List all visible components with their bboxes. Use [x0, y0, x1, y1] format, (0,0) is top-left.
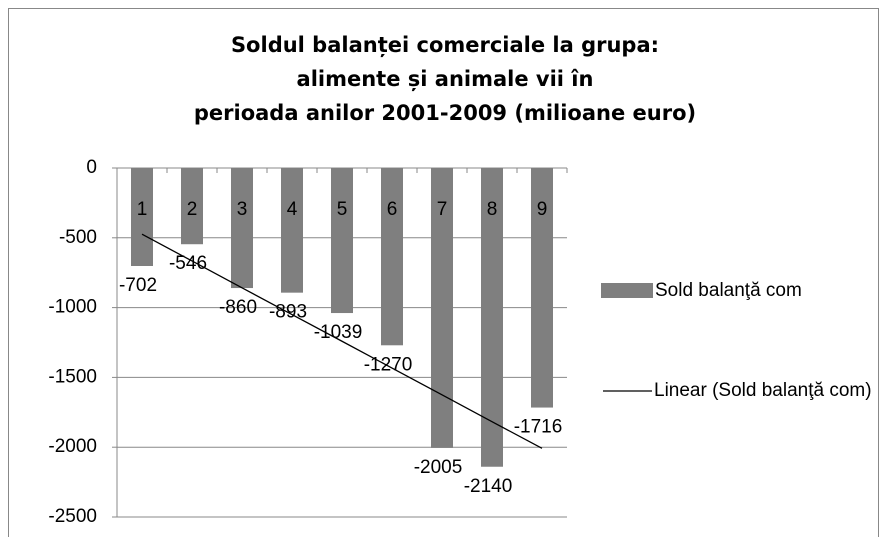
y-tick-label: 0 [86, 157, 97, 178]
x-tick-label: 1 [137, 199, 148, 220]
y-tick-label: -2500 [48, 506, 97, 527]
bar [481, 168, 503, 467]
y-tick-label: -500 [59, 227, 97, 248]
bar [381, 168, 403, 346]
x-tick-label: 3 [237, 199, 248, 220]
bar [431, 168, 453, 448]
data-label: -1716 [514, 417, 563, 438]
data-label: -2005 [414, 457, 463, 478]
legend-label: Sold balanţă com [655, 280, 802, 301]
legend-label: Linear (Sold balanţă com) [654, 380, 872, 401]
x-tick-label: 7 [437, 199, 448, 220]
chart-title: perioada anilor 2001-2009 (milioane euro… [194, 101, 696, 125]
data-label: -702 [119, 275, 157, 296]
bar [131, 168, 153, 266]
legend-swatch [601, 283, 653, 298]
bar [531, 168, 553, 408]
y-tick-label: -2000 [48, 436, 97, 457]
bar [231, 168, 253, 289]
data-label: -860 [219, 297, 257, 318]
y-tick-label: -1500 [48, 366, 97, 387]
data-label: -546 [169, 253, 207, 274]
x-tick-label: 8 [487, 199, 498, 220]
data-label: -2140 [464, 476, 513, 497]
x-tick-label: 6 [387, 199, 398, 220]
x-tick-label: 4 [287, 199, 298, 220]
bar [281, 168, 303, 293]
x-tick-label: 5 [337, 199, 348, 220]
chart-title: alimente și animale vii în [297, 67, 594, 91]
bar [181, 168, 203, 245]
y-tick-label: -1000 [48, 297, 97, 318]
bar [331, 168, 353, 314]
x-tick-label: 9 [537, 199, 548, 220]
chart-title: Soldul balanței comerciale la grupa: [231, 33, 659, 58]
data-label: -1039 [314, 322, 363, 343]
trend-line [141, 233, 543, 449]
x-tick-label: 2 [187, 199, 198, 220]
